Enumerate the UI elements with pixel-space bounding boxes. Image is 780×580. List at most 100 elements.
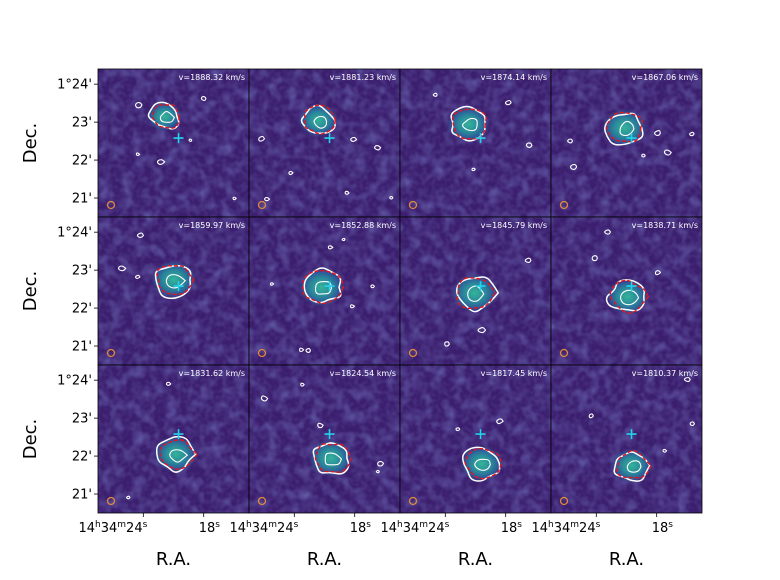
noise-contour xyxy=(288,170,294,176)
y-tick-label: 21' xyxy=(72,192,92,207)
optical-center-cross xyxy=(324,133,335,144)
y-axis-label: Dec. xyxy=(20,123,41,164)
contour-red xyxy=(159,439,199,470)
x-axis-label: R.A. xyxy=(156,549,191,570)
y-tick-label: 22' xyxy=(72,154,92,169)
y-tick-label: 21' xyxy=(72,340,92,355)
noise-contour xyxy=(258,135,266,142)
noise-contour xyxy=(477,327,487,334)
channel-panel: v=1888.32 km/s xyxy=(94,68,250,218)
contour-inner xyxy=(619,120,635,137)
x-tick-label-ra: 14h34m24s xyxy=(78,520,147,536)
beam-ellipse xyxy=(408,348,418,358)
contour-red xyxy=(152,104,180,129)
noise-contour xyxy=(455,427,461,432)
optical-center-cross xyxy=(475,133,486,144)
noise-contour xyxy=(591,255,598,262)
beam-ellipse xyxy=(408,200,418,210)
noise-contour xyxy=(156,159,166,165)
contour-white xyxy=(300,104,336,134)
beam-ellipse xyxy=(257,496,267,506)
noise-contour xyxy=(305,348,311,353)
contour-inner xyxy=(474,458,491,471)
x-tick-label-sec: 18s xyxy=(652,520,674,536)
velocity-label: v=1831.62 km/s xyxy=(179,369,245,378)
optical-center-cross xyxy=(173,133,184,144)
contour-white xyxy=(154,264,192,300)
channel-panel: v=1859.97 km/s xyxy=(94,216,250,366)
noise-contour xyxy=(349,304,356,309)
contour-white xyxy=(155,435,197,473)
noise-contour xyxy=(654,270,662,276)
contour-inner xyxy=(313,115,328,129)
noise-contour xyxy=(188,138,193,142)
x-tick-label-sec: 18s xyxy=(350,520,372,536)
noise-contour xyxy=(377,460,385,467)
velocity-label: v=1824.54 km/s xyxy=(330,369,396,378)
noise-contour xyxy=(269,282,275,286)
noise-contour xyxy=(232,196,237,201)
x-tick-label-sec: 18s xyxy=(199,520,221,536)
noise-contour xyxy=(135,274,141,279)
noise-contour xyxy=(317,422,324,429)
optical-center-cross xyxy=(173,281,184,292)
velocity-label: v=1874.14 km/s xyxy=(481,73,547,82)
y-tick-label: 21' xyxy=(72,488,92,503)
panel-frame xyxy=(550,364,703,514)
x-tick-label-sec: 18s xyxy=(501,520,523,536)
noise-contour xyxy=(570,163,578,170)
y-axis-label: Dec. xyxy=(20,271,41,312)
velocity-label: v=1852.88 km/s xyxy=(330,221,396,230)
contour-white xyxy=(312,442,350,475)
y-tick-label: 23' xyxy=(72,116,92,131)
source-emission xyxy=(150,260,197,300)
noise-contour xyxy=(567,138,573,144)
velocity-label: v=1838.71 km/s xyxy=(632,221,698,230)
x-tick-label-ra: 14h34m24s xyxy=(229,520,298,536)
optical-center-cross xyxy=(324,429,335,440)
y-tick-label: 1°24' xyxy=(57,78,92,93)
optical-center-cross xyxy=(324,281,335,292)
contour-white xyxy=(613,451,651,482)
beam-ellipse xyxy=(559,496,569,506)
optical-center-cross xyxy=(475,281,486,292)
velocity-label: v=1888.32 km/s xyxy=(179,73,245,82)
noise-contour xyxy=(299,347,305,353)
noise-contour xyxy=(264,196,271,202)
noise-contour xyxy=(375,469,380,474)
contour-red xyxy=(609,279,650,314)
contour-inner xyxy=(462,117,478,132)
contour-inner xyxy=(169,449,189,463)
source-emission xyxy=(297,267,346,308)
channel-panel: v=1874.14 km/s xyxy=(399,68,552,218)
noise-contour xyxy=(689,131,695,137)
noise-contour xyxy=(300,382,305,387)
noise-contour xyxy=(662,448,668,453)
contour-red xyxy=(464,447,502,480)
channel-panel: v=1817.45 km/s xyxy=(399,364,552,517)
noise-contour xyxy=(524,257,532,263)
noise-contour xyxy=(135,152,141,157)
noise-contour xyxy=(604,229,612,235)
contour-red xyxy=(156,265,195,296)
noise-contour xyxy=(588,413,594,419)
noise-contour xyxy=(200,95,207,101)
beam-ellipse xyxy=(106,348,116,358)
noise-contour xyxy=(327,245,334,250)
optical-center-cross xyxy=(626,429,637,440)
noise-contour xyxy=(136,232,145,238)
optical-center-cross xyxy=(626,133,637,144)
beam-ellipse xyxy=(408,496,418,506)
contour-white xyxy=(147,101,180,130)
noise-contour xyxy=(260,395,269,402)
noise-contour xyxy=(654,130,661,136)
x-axis-label: R.A. xyxy=(307,549,342,570)
noise-contour xyxy=(370,284,375,289)
contour-red xyxy=(451,108,487,140)
velocity-label: v=1881.23 km/s xyxy=(330,73,396,82)
contour-red xyxy=(456,277,496,310)
optical-center-cross xyxy=(173,429,184,440)
noise-contour xyxy=(117,265,127,272)
y-axis-label: Dec. xyxy=(20,419,41,460)
